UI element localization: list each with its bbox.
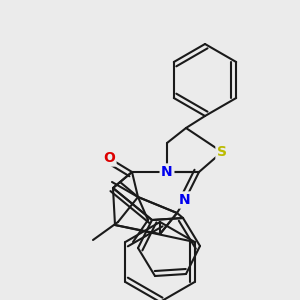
Text: S: S [217,145,227,159]
Text: N: N [179,193,191,207]
Text: N: N [161,165,173,179]
Text: O: O [103,151,115,165]
